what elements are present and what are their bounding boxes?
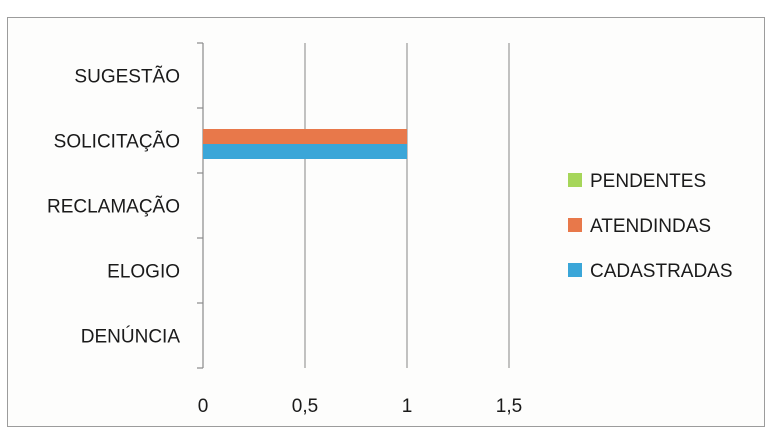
category-label: DENÚNCIA — [81, 326, 181, 348]
legend-swatch — [568, 263, 582, 277]
legend-swatch — [568, 173, 582, 187]
legend-label: ATENDINDAS — [590, 216, 711, 237]
category-label: SOLICITAÇÃO — [54, 131, 180, 153]
legend-label: CADASTRADAS — [590, 261, 733, 282]
x-tick-label: 1 — [402, 396, 413, 417]
x-tick-label: 0 — [198, 396, 209, 417]
x-tick-label: 1,5 — [496, 396, 522, 417]
bar — [203, 129, 407, 144]
gridlines — [304, 43, 510, 368]
legend: PENDENTES ATENDINDAS CADASTRADAS — [568, 171, 733, 282]
category-labels: DENÚNCIA ELOGIO RECLAMAÇÃO SOLICITAÇÃO SUGES… — [47, 66, 180, 348]
value-tick-labels: 0 0,5 1 1,5 — [198, 396, 523, 417]
category-label: ELOGIO — [107, 262, 180, 283]
category-axis — [197, 42, 204, 369]
legend-label: PENDENTES — [590, 171, 706, 192]
category-label: RECLAMAÇÃO — [47, 196, 180, 218]
bar — [203, 144, 407, 159]
bars — [203, 129, 407, 159]
legend-swatch — [568, 218, 582, 232]
x-tick-label: 0,5 — [292, 396, 318, 417]
category-label: SUGESTÃO — [74, 66, 180, 88]
chart-frame — [7, 17, 765, 427]
